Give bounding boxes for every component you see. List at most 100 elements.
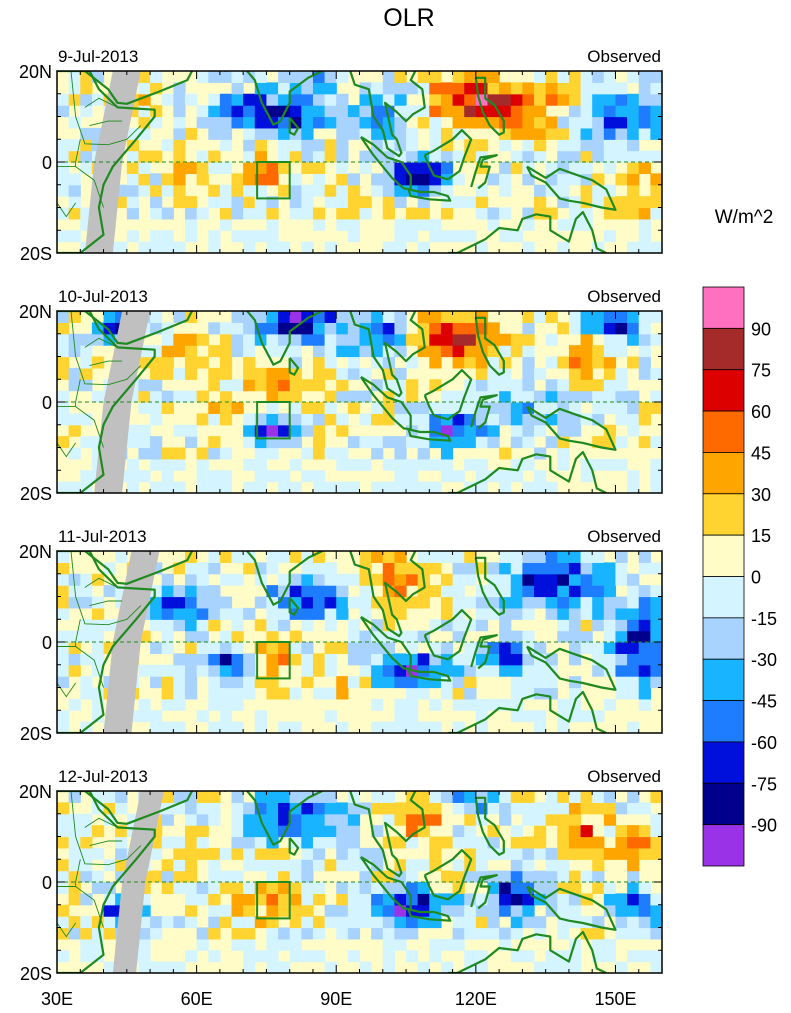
field-cell (173, 458, 186, 471)
field-cell (359, 904, 372, 917)
field-cell (487, 116, 500, 129)
field-cell (208, 367, 221, 380)
field-cell (324, 390, 337, 403)
field-cell (243, 927, 256, 940)
field-cell (278, 721, 291, 733)
colorbar-swatch (702, 534, 745, 577)
field-cell (254, 173, 268, 186)
field-cell (103, 311, 116, 323)
field-cell (266, 950, 279, 963)
coastline (349, 71, 426, 158)
field-cell (464, 413, 477, 426)
field-cell (301, 664, 314, 677)
field-cell (510, 904, 523, 917)
field-cell (278, 127, 291, 140)
field-cell (312, 664, 326, 677)
field-cell (557, 698, 570, 711)
field-cell (150, 345, 163, 358)
field-cell (382, 150, 395, 163)
field-cell (231, 916, 244, 929)
field-cell (406, 218, 419, 231)
field-cell (57, 870, 70, 883)
field-cell (382, 607, 395, 620)
field-cell (534, 825, 547, 838)
field-cell (638, 585, 651, 598)
field-cell (266, 230, 279, 243)
field-cell (371, 698, 384, 711)
field-cell (312, 402, 326, 414)
field-cell (557, 413, 570, 426)
field-cell (278, 585, 291, 598)
field-cell (68, 642, 81, 654)
field-cell (324, 825, 337, 838)
country-border (70, 71, 142, 146)
field-cell (91, 390, 105, 403)
field-cell (417, 150, 430, 163)
field-cell (510, 687, 523, 700)
field-cell (301, 585, 314, 598)
field-cell (161, 230, 174, 243)
field-cell (534, 139, 547, 152)
field-cell (347, 402, 361, 414)
field-cell (487, 345, 500, 358)
colorbar-label: 30 (751, 485, 771, 505)
field-cell (522, 562, 535, 575)
field-cell (196, 573, 209, 586)
field-cell (382, 642, 395, 654)
field-cell (580, 379, 593, 392)
field-cell (429, 218, 442, 231)
field-cell (534, 664, 547, 677)
field-cell (359, 345, 372, 358)
field-cell (382, 904, 395, 917)
field-cell (487, 207, 500, 220)
field-cell (650, 950, 662, 963)
field-cell (382, 458, 395, 471)
field-cell (510, 859, 523, 872)
field-cell (627, 642, 640, 654)
field-cell (440, 322, 454, 335)
field-cell (184, 367, 198, 380)
field-cell (417, 196, 430, 209)
field-cell (417, 904, 430, 917)
field-cell (138, 390, 151, 403)
field-cell (452, 402, 465, 414)
field-cell (312, 345, 326, 358)
field-cell (301, 642, 314, 654)
field-cell (557, 458, 570, 471)
field-cell (406, 105, 419, 118)
field-cell (394, 927, 407, 940)
field-cell (243, 825, 256, 838)
field-cell (638, 676, 651, 689)
field-cell (592, 390, 605, 403)
field-cell (336, 116, 349, 129)
colorbar-swatch (702, 410, 745, 453)
field-cell (382, 664, 395, 677)
field-cell (406, 207, 419, 220)
field-cell (499, 184, 512, 197)
field-cell (487, 71, 500, 83)
field-cell (638, 333, 651, 346)
field-cell (336, 458, 349, 471)
field-cell (336, 311, 349, 323)
field-cell (382, 551, 395, 563)
field-cell (638, 367, 651, 380)
field-cell (138, 93, 151, 106)
field-cell (173, 424, 186, 437)
field-cell (219, 642, 233, 654)
field-cell (580, 184, 593, 197)
field-cell (603, 150, 617, 163)
field-cell (440, 573, 454, 586)
field-cell (196, 664, 209, 677)
field-cell (243, 813, 256, 826)
field-cell (394, 458, 407, 471)
field-cell (603, 642, 617, 654)
field-cell (347, 904, 361, 917)
field-cell (545, 481, 558, 493)
field-cell (464, 230, 477, 243)
coastline (474, 316, 505, 376)
field-cell (80, 436, 93, 449)
field-cell (487, 413, 500, 426)
field-cell (615, 825, 628, 838)
field-cell (278, 345, 291, 358)
field-cell (650, 825, 662, 838)
